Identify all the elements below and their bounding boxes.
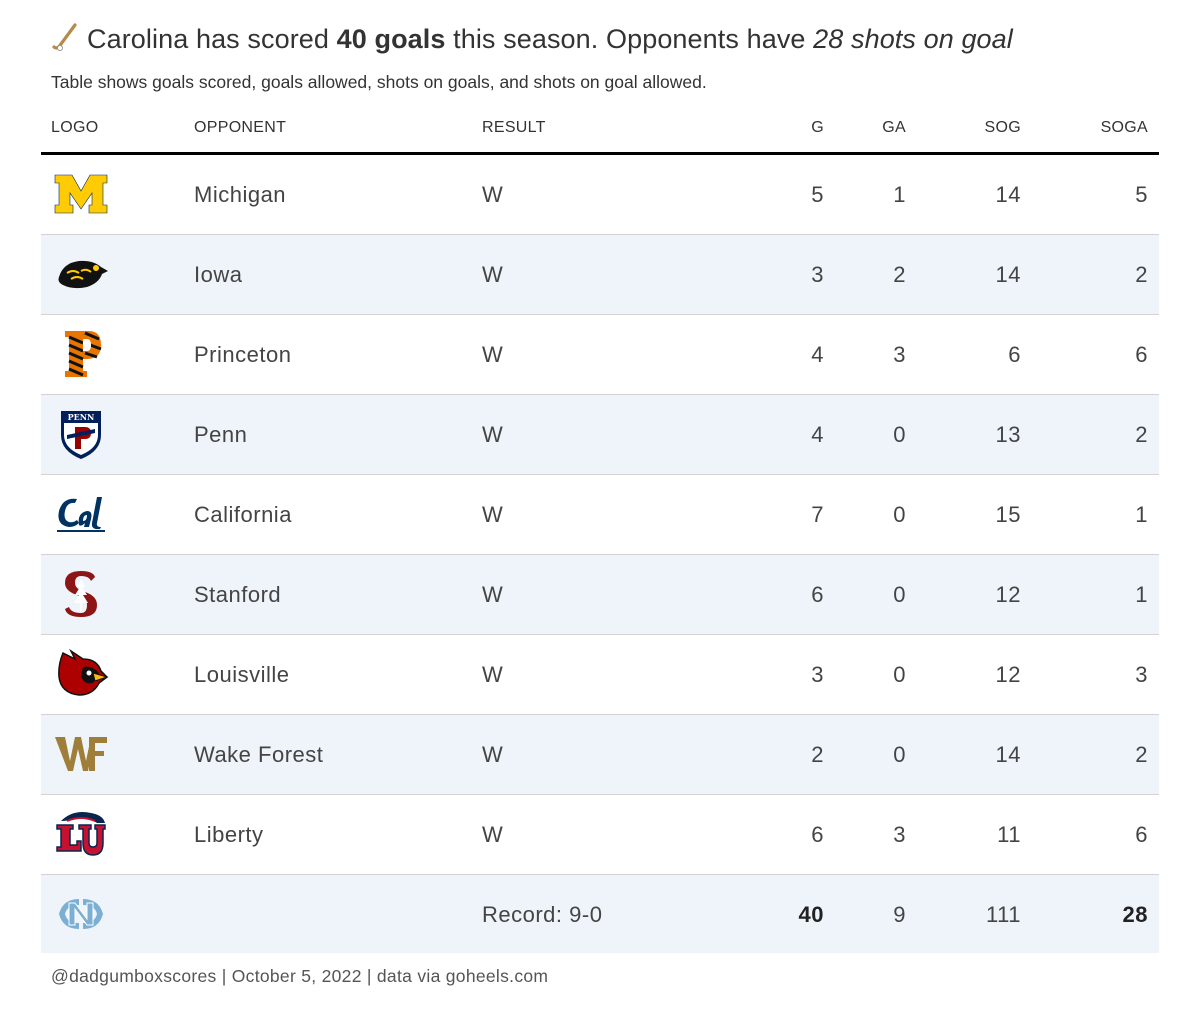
table-body: Michigan W 5 1 14 5 Iowa W 3 2 14 2 [41, 155, 1159, 953]
total-shots-on-goal-value: 111 [986, 902, 1021, 927]
table-title: Carolina has scored 40 goals this season… [51, 22, 1161, 55]
result-value: W [482, 182, 504, 207]
shots-on-goal-allowed-value: 2 [1135, 422, 1148, 447]
header-g: G [811, 119, 824, 136]
princeton-logo [53, 329, 109, 379]
california-logo [53, 489, 109, 539]
table-row: Michigan W 5 1 14 5 [41, 155, 1159, 235]
opponent-name: Wake Forest [194, 742, 324, 767]
shots-on-goal-value: 12 [995, 662, 1021, 687]
title-middle: this season. Opponents have [445, 24, 814, 54]
total-shots-on-goal-allowed-value: 28 [1122, 902, 1148, 927]
result-value: W [482, 342, 504, 367]
shots-on-goal-allowed-value: 3 [1135, 662, 1148, 687]
shots-on-goal-allowed-value: 1 [1135, 502, 1148, 527]
header-logo: LOGO [51, 119, 99, 136]
goals-allowed-value: 1 [893, 182, 906, 207]
wake-forest-logo [53, 729, 109, 779]
goals-allowed-value: 2 [893, 262, 906, 287]
source-footer: @dadgumboxscores | October 5, 2022 | dat… [51, 966, 549, 986]
shots-on-goal-value: 11 [997, 822, 1021, 847]
opponent-name: Liberty [194, 822, 264, 847]
shots-on-goal-value: 12 [995, 582, 1021, 607]
table-row: PENN Penn W 4 0 13 2 [41, 395, 1159, 475]
goals-value: 4 [811, 342, 824, 367]
goals-allowed-value: 0 [893, 662, 906, 687]
total-goals-allowed-value: 9 [893, 902, 906, 927]
result-value: W [482, 742, 504, 767]
result-value: W [482, 662, 504, 687]
total-row: Record: 9-0 40 9 111 28 [41, 875, 1159, 953]
stanford-logo [53, 569, 109, 619]
table-row: California W 7 0 15 1 [41, 475, 1159, 555]
header-sog: SOG [984, 119, 1021, 136]
goals-allowed-value: 0 [893, 742, 906, 767]
goals-value: 6 [811, 822, 824, 847]
table-row: Iowa W 3 2 14 2 [41, 235, 1159, 315]
goals-allowed-value: 3 [893, 342, 906, 367]
michigan-logo [53, 169, 109, 219]
svg-text:PENN: PENN [68, 412, 95, 422]
header-opponent: OPPONENT [194, 119, 287, 136]
goals-value: 3 [811, 262, 824, 287]
goals-allowed-value: 0 [893, 582, 906, 607]
shots-on-goal-value: 6 [1008, 342, 1021, 367]
opponent-name: Iowa [194, 262, 243, 287]
goals-value: 4 [811, 422, 824, 447]
louisville-logo [53, 648, 109, 699]
shots-on-goal-allowed-value: 2 [1135, 262, 1148, 287]
liberty-logo [53, 809, 109, 859]
goals-value: 6 [811, 582, 824, 607]
goals-value: 7 [811, 502, 824, 527]
title-shots: 28 shots on goal [813, 24, 1013, 54]
opponent-name: Princeton [194, 342, 292, 367]
goals-value: 2 [811, 742, 824, 767]
shots-on-goal-value: 13 [995, 422, 1021, 447]
opponent-name: Stanford [194, 582, 282, 607]
table-row: Liberty W 6 3 11 6 [41, 795, 1159, 875]
shots-on-goal-allowed-value: 2 [1135, 742, 1148, 767]
shots-on-goal-allowed-value: 1 [1135, 582, 1148, 607]
shots-on-goal-value: 15 [995, 502, 1021, 527]
table-row: Stanford W 6 0 12 1 [41, 555, 1159, 635]
field-hockey-stick-icon [51, 22, 81, 52]
title-prefix: Carolina has scored [87, 24, 337, 54]
shots-on-goal-value: 14 [995, 182, 1021, 207]
header-soga: SOGA [1100, 119, 1148, 136]
iowa-logo [53, 249, 109, 299]
header-result: RESULT [482, 119, 546, 136]
result-value: W [482, 502, 504, 527]
result-value: W [482, 262, 504, 287]
result-value: W [482, 822, 504, 847]
goals-value: 3 [811, 662, 824, 687]
goals-allowed-value: 0 [893, 502, 906, 527]
header-ga: GA [882, 119, 906, 136]
table-row: Wake Forest W 2 0 14 2 [41, 715, 1159, 795]
penn-logo: PENN [53, 409, 109, 459]
unc-logo [53, 889, 109, 939]
opponent-name: California [194, 502, 292, 527]
goals-allowed-value: 3 [893, 822, 906, 847]
goals-allowed-value: 0 [893, 422, 906, 447]
shots-on-goal-value: 14 [995, 742, 1021, 767]
shots-on-goal-allowed-value: 6 [1135, 822, 1148, 847]
table-header: LOGO OPPONENT RESULT G GA SOG SOGA [41, 112, 1159, 155]
table-row: Louisville W 3 0 12 3 [41, 635, 1159, 715]
shots-on-goal-value: 14 [995, 262, 1021, 287]
result-value: W [482, 422, 504, 447]
table-subtitle: Table shows goals scored, goals allowed,… [51, 72, 707, 92]
total-goals-value: 40 [798, 902, 824, 927]
record-value: Record: 9-0 [482, 902, 603, 927]
shots-on-goal-allowed-value: 6 [1135, 342, 1148, 367]
opponent-name: Michigan [194, 182, 287, 207]
title-goals: 40 goals [336, 24, 446, 54]
result-value: W [482, 582, 504, 607]
goals-value: 5 [811, 182, 824, 207]
opponent-name: Penn [194, 422, 248, 447]
shots-on-goal-allowed-value: 5 [1135, 182, 1148, 207]
table-row: Princeton W 4 3 6 6 [41, 315, 1159, 395]
opponent-name: Louisville [194, 662, 290, 687]
